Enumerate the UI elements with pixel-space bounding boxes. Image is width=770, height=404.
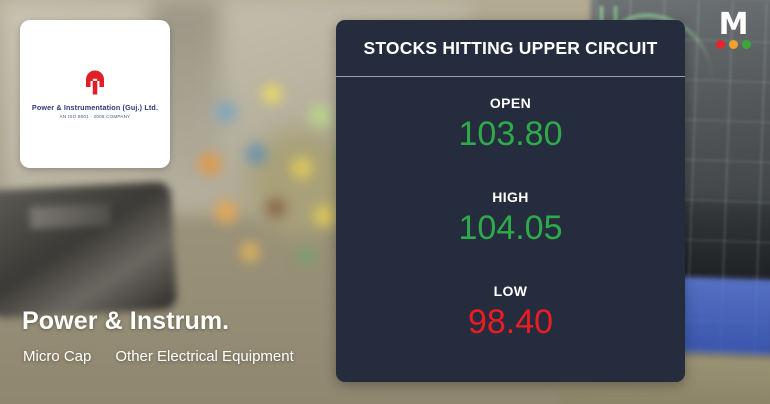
logo-dot-orange [728,40,738,49]
moneycontrol-logo: M [710,7,756,58]
background-phone-screen [29,202,111,230]
sector-label: Other Electrical Equipment [115,348,294,365]
company-logo-name: Power & Instrumentation (Guj.) Ltd. [31,103,159,112]
stat-open-label: OPEN [489,95,532,111]
stat-high: HIGH 104.05 [336,189,685,249]
company-logo-subtitle: AN ISO 9001 - 2008 COMPANY [59,114,131,119]
market-cap-label: Micro Cap [23,348,92,365]
company-logo-card: Power & Instrumentation (Guj.) Ltd. AN I… [20,20,170,168]
stat-low-label: LOW [493,283,528,299]
stat-open-value: 103.80 [458,115,563,153]
background-phone [0,181,178,319]
stat-high-label: HIGH [492,189,529,205]
stock-stats-card: STOCKS HITTING UPPER CIRCUIT OPEN 103.80… [336,20,685,382]
company-short-name: Power & Instrum. [22,307,230,335]
card-title-divider [336,76,685,77]
background-chart-green-line [592,14,712,80]
logo-dot-green [741,40,751,49]
moneycontrol-logo-letter: M [718,7,749,42]
stat-low: LOW 98.40 [336,283,685,343]
company-logo-mark [86,70,104,95]
moneycontrol-logo-dots [710,40,756,49]
logo-dot-red [715,40,725,49]
stat-open: OPEN 103.80 [336,95,685,155]
stat-high-value: 104.05 [458,209,563,247]
company-meta: Micro Cap Other Electrical Equipment [23,348,294,365]
card-title: STOCKS HITTING UPPER CIRCUIT [363,37,658,58]
stat-low-value: 98.40 [467,303,554,341]
